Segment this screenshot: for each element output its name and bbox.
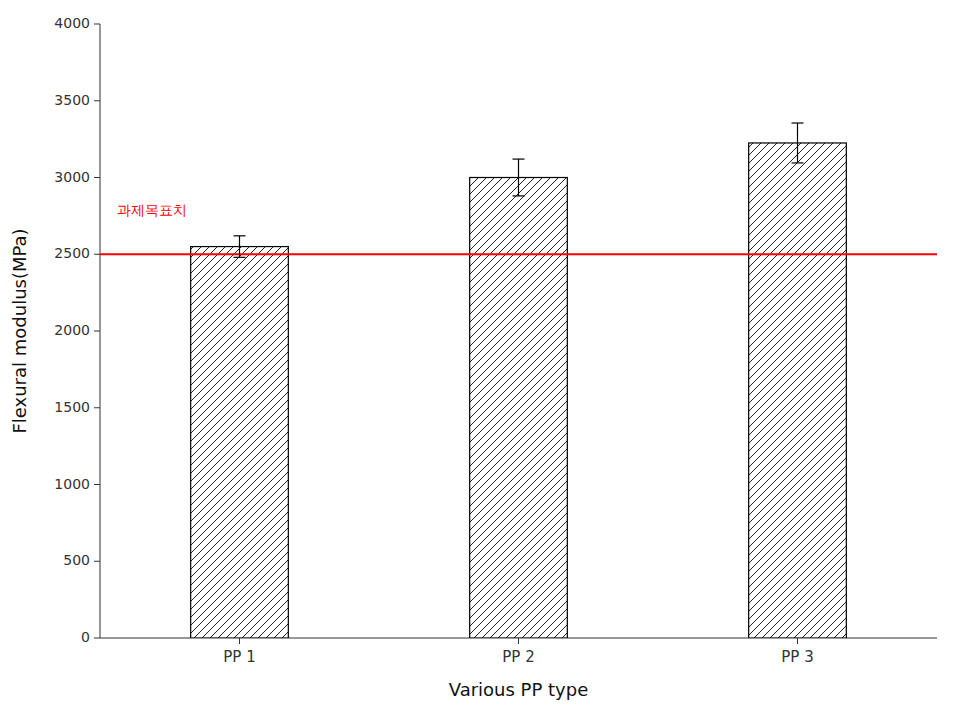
y-tick-label: 0 [81, 629, 90, 645]
y-tick [94, 331, 100, 332]
x-tick [239, 638, 240, 644]
error-bar [234, 236, 246, 257]
y-tick-label: 500 [63, 552, 90, 568]
y-tick-label: 1500 [54, 399, 90, 415]
y-tick-label: 2500 [54, 245, 90, 261]
y-tick-label: 3000 [54, 169, 90, 185]
y-tick [94, 254, 100, 255]
chart-container: 0 500 1000 1500 2000 2500 3000 3500 4000 PP 1 PP 2… [0, 0, 961, 716]
y-tick [94, 177, 100, 178]
y-tick-label: 3500 [54, 92, 90, 108]
y-tick [94, 561, 100, 562]
y-tick [94, 638, 100, 639]
axes: 0 500 1000 1500 2000 2500 3000 3500 4000 PP 1 PP 2… [54, 15, 937, 666]
y-tick-label: 4000 [54, 15, 90, 31]
x-tick-label: PP 1 [223, 648, 255, 666]
y-tick [94, 24, 100, 25]
y-tick [94, 100, 100, 101]
bar [470, 178, 568, 639]
annotation: 과제목표치 [117, 202, 187, 218]
bar [191, 247, 289, 638]
y-tick-label: 1000 [54, 476, 90, 492]
error-bar [792, 123, 804, 163]
error-bar [513, 159, 525, 196]
x-tick-label: PP 2 [502, 648, 534, 666]
y-tick [94, 407, 100, 408]
x-tick [797, 638, 798, 644]
reference-line [100, 253, 937, 255]
y-axis-label: Flexural modulus(MPa) [9, 228, 30, 433]
y-tick [94, 484, 100, 485]
bar [749, 143, 847, 638]
y-tick-label: 2000 [54, 322, 90, 338]
x-tick-label: PP 3 [781, 648, 813, 666]
plot-area [100, 123, 937, 638]
x-tick [518, 638, 519, 644]
x-axis-label: Various PP type [449, 679, 589, 700]
chart: 0 500 1000 1500 2000 2500 3000 3500 4000 PP 1 PP 2… [0, 0, 961, 716]
